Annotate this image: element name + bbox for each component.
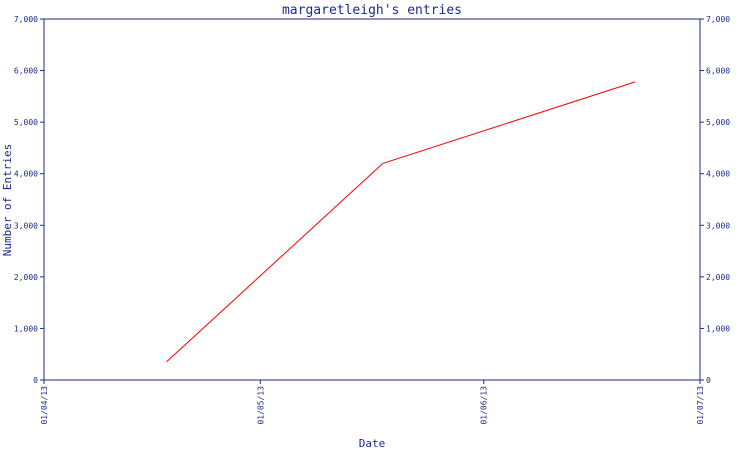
y-tick-label-left: 0 <box>33 376 38 385</box>
y-axis-label: Number of Entries <box>1 144 14 257</box>
x-tick-label: 01/06/13 <box>480 386 489 425</box>
y-tick-label-left: 4,000 <box>14 170 38 179</box>
y-tick-label-left: 1,000 <box>14 324 38 333</box>
x-tick-label: 01/04/13 <box>40 386 49 425</box>
chart-title: margaretleigh's entries <box>282 3 462 18</box>
y-tick-label-right: 3,000 <box>706 221 730 230</box>
y-axis-right: 0 1,000 2,000 3,000 4,000 5,000 6,000 7,000 <box>700 15 730 385</box>
x-axis: 01/04/13 01/05/13 01/06/13 01/07/13 <box>40 380 705 425</box>
y-tick-label-left: 3,000 <box>14 221 38 230</box>
y-tick-label-right: 6,000 <box>706 67 730 76</box>
y-tick-label-left: 6,000 <box>14 67 38 76</box>
y-tick-label-right: 5,000 <box>706 118 730 127</box>
y-tick-label-right: 4,000 <box>706 170 730 179</box>
y-tick-label-right: 1,000 <box>706 324 730 333</box>
x-tick-label: 01/07/13 <box>696 386 705 425</box>
y-tick-label-left: 2,000 <box>14 273 38 282</box>
x-tick-label: 01/05/13 <box>256 386 265 425</box>
y-axis-left: 0 1,000 2,000 3,000 4,000 5,000 6,000 7,000 <box>14 15 44 385</box>
plot-frame <box>43 18 701 381</box>
x-axis-label: Date <box>359 437 386 450</box>
series-layer <box>166 81 636 363</box>
y-tick-label-left: 5,000 <box>14 118 38 127</box>
series-line <box>166 81 636 363</box>
y-tick-label-right: 2,000 <box>706 273 730 282</box>
y-tick-label-right: 0 <box>706 376 711 385</box>
y-tick-label-right: 7,000 <box>706 15 730 24</box>
y-tick-label-left: 7,000 <box>14 15 38 24</box>
